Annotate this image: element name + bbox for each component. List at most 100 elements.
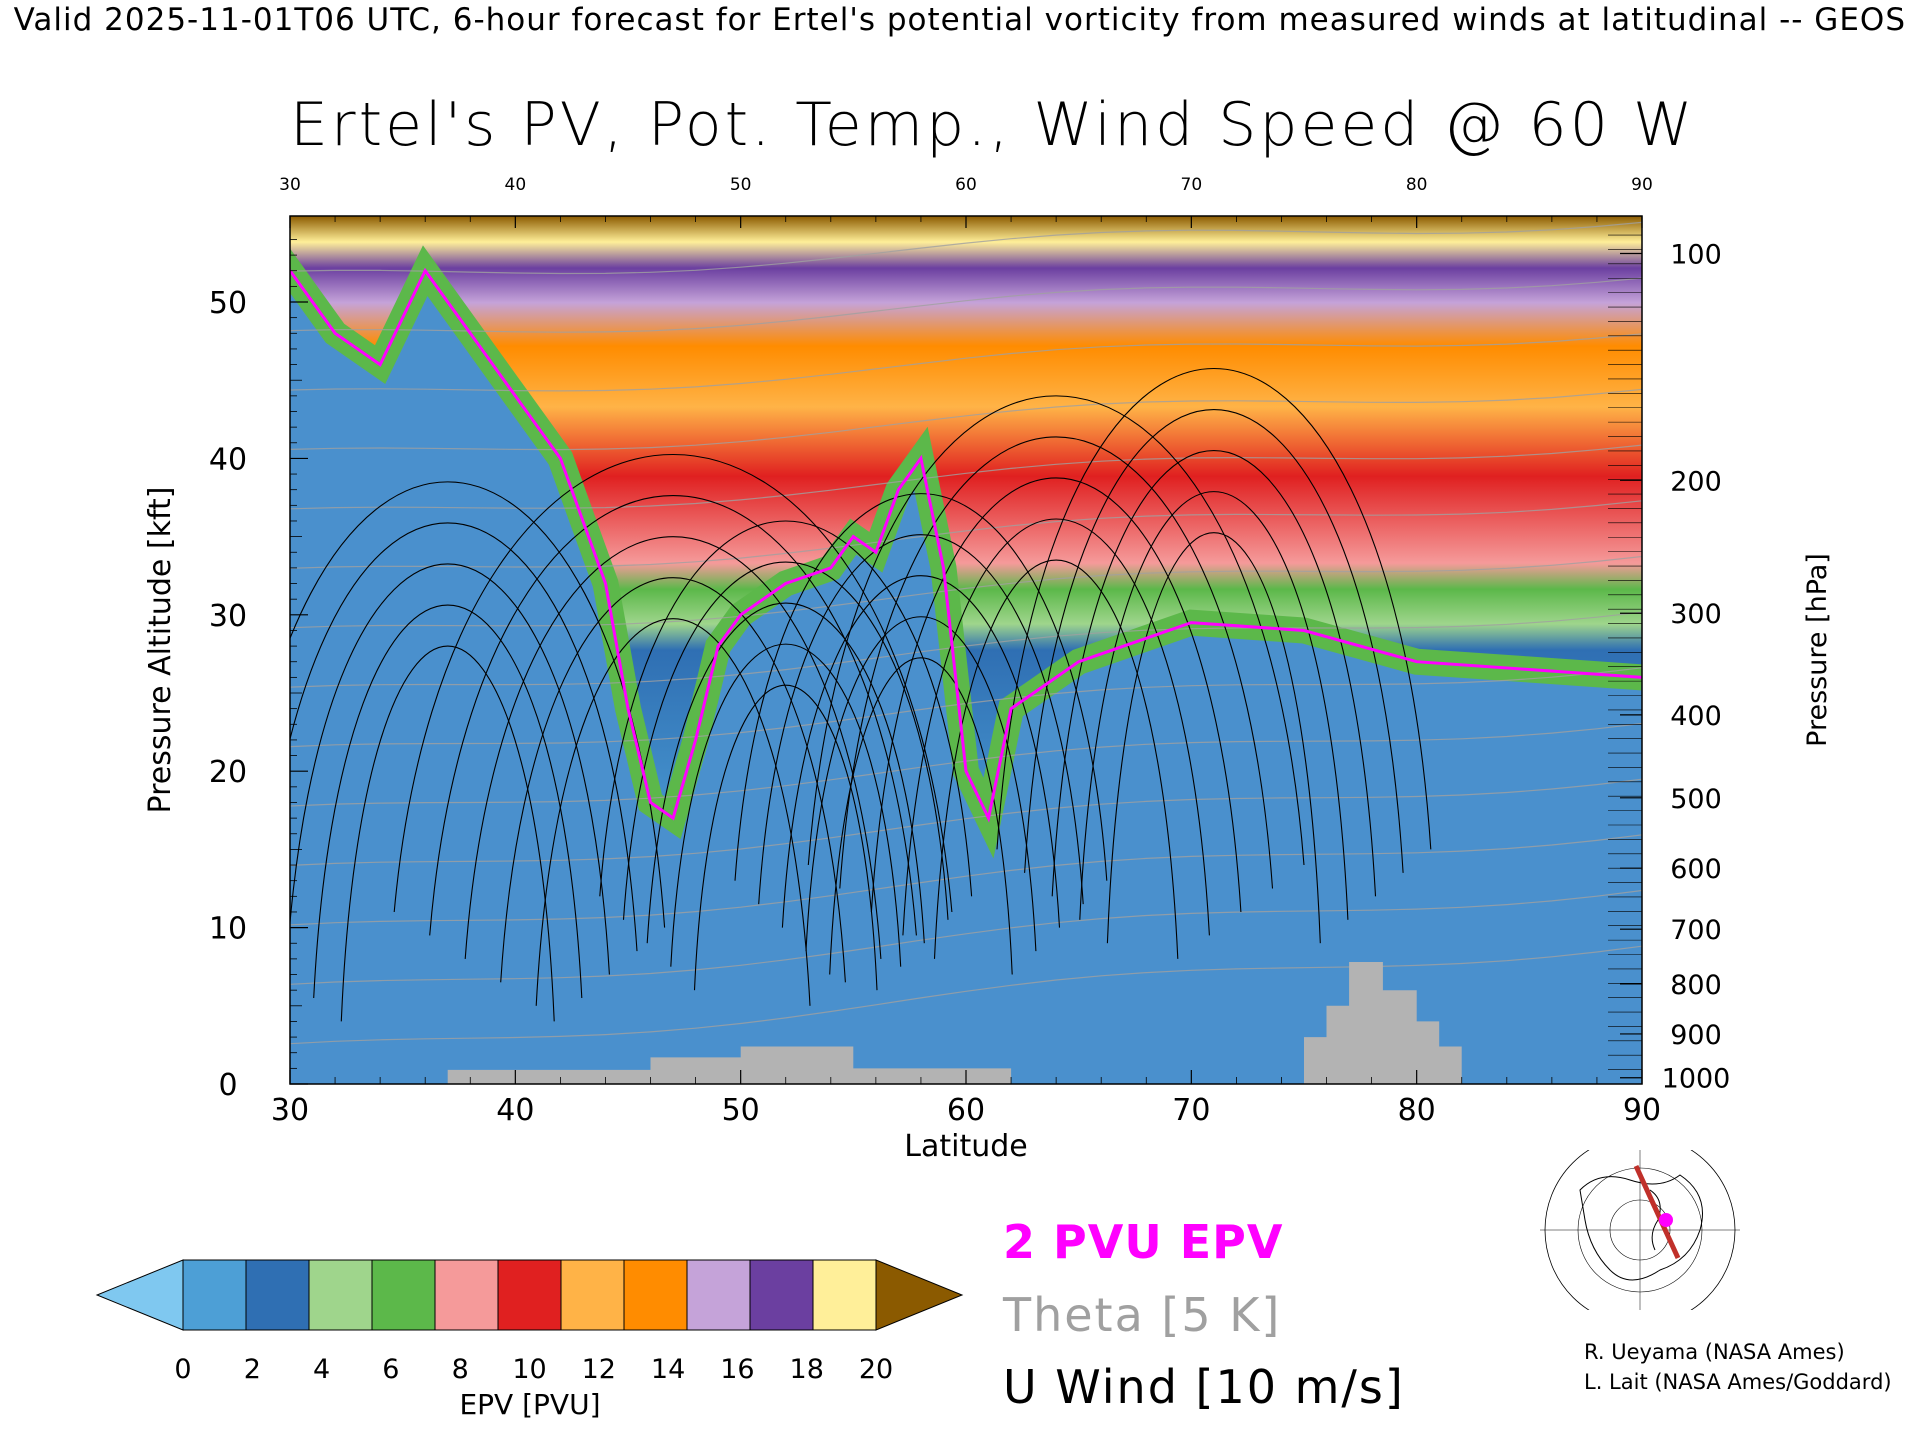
- y-tick-label-10: 10: [209, 912, 247, 947]
- colorbar-bin-3: [371, 1259, 436, 1331]
- colorbar-bin-0: [182, 1259, 247, 1331]
- top-tick-label-90: 90: [1631, 175, 1653, 195]
- top-tick-label-70: 70: [1181, 175, 1203, 195]
- pressure-axis-ticks: 100 200 300 400 500 600 700 800 900 1000: [1608, 234, 1731, 1095]
- location-map-inset: [1540, 1150, 1740, 1310]
- u-wind-contour-40: [1079, 491, 1349, 920]
- top-tick-label-40: 40: [505, 175, 527, 195]
- u-wind-contour-20: [758, 534, 1084, 905]
- legend-pv: 2 PVU EPV: [1003, 1215, 1284, 1269]
- top-tick-label-80: 80: [1406, 175, 1428, 195]
- tropopause-2pvu-line: [290, 267, 1642, 823]
- theta-contour-360: [290, 555, 1642, 629]
- x-tick-label-90: 90: [1623, 1093, 1661, 1128]
- u-wind-contour-10: [734, 493, 1108, 881]
- theta-contour-400: [290, 333, 1642, 392]
- u-wind-contour-30: [290, 563, 610, 975]
- x-tick-label-50: 50: [722, 1093, 760, 1128]
- pressure-tick-label-600: 600: [1670, 854, 1722, 885]
- credit-line-1: R. Ueyama (NASA Ames): [1584, 1340, 1845, 1364]
- colorbar-bin-6: [560, 1259, 625, 1331]
- location-marker: [1659, 1213, 1673, 1227]
- colorbar-tick-18: 18: [790, 1354, 824, 1385]
- u-wind-contour-20: [1024, 409, 1404, 873]
- y-tick-label-30: 30: [209, 599, 247, 634]
- u-wind-contour-40: [805, 616, 1037, 952]
- colorbar-tick-2: 2: [244, 1354, 261, 1385]
- colorbar-label: EPV [PVU]: [459, 1388, 600, 1421]
- colorbar-over-arrow: [875, 1259, 964, 1331]
- u-wind-contour-50: [693, 684, 878, 991]
- u-wind-contour-30: [870, 477, 1242, 913]
- pressure-tick-label-500: 500: [1670, 784, 1722, 815]
- colorbar-tick-4: 4: [313, 1354, 330, 1385]
- colorbar-bin-1: [245, 1259, 310, 1331]
- u-wind-contour-30: [781, 575, 1061, 928]
- u-wind-contours: [290, 368, 1432, 1022]
- u-wind-contour-30: [1051, 450, 1377, 897]
- terrain-mask: [290, 962, 1642, 1084]
- pressure-tick-label-400: 400: [1670, 701, 1722, 732]
- theta-contour-410: [290, 277, 1642, 333]
- u-wind-contour-20: [290, 522, 638, 952]
- header-text: Valid 2025-11-01T06 UTC, 6-hour forecast…: [13, 2, 1906, 38]
- u-wind-contour-50: [1106, 532, 1321, 944]
- colorbar-tick-10: 10: [512, 1354, 546, 1385]
- theta-contours: [290, 221, 1642, 1045]
- y-tick-label-40: 40: [209, 442, 247, 477]
- u-wind-contour-40: [500, 577, 846, 983]
- credit-line-2: L. Lait (NASA Ames/Goddard): [1584, 1370, 1892, 1394]
- theta-contour-300: [290, 889, 1642, 985]
- colorbar: 0 2 4 6 8 10 12 14 16 18 20: [95, 1259, 964, 1385]
- u-wind-contour-10: [807, 395, 1305, 866]
- theta-contour-290: [290, 945, 1642, 1045]
- y-axis-ticks: 0 10 20 30 40 50: [209, 286, 308, 1103]
- top-axis-ticks: 30 40 50 60 70 80 90: [279, 175, 1653, 228]
- pressure-tick-label-800: 800: [1670, 970, 1722, 1001]
- u-wind-contour-10: [599, 520, 973, 897]
- pressure-tick-label-200: 200: [1670, 466, 1722, 497]
- u-wind-contour-10: [393, 454, 953, 913]
- theta-contour-390: [290, 388, 1642, 451]
- u-wind-contour-40: [902, 518, 1210, 936]
- pressure-tick-label-700: 700: [1670, 915, 1722, 946]
- x-tick-label-30: 30: [271, 1093, 309, 1128]
- colorbar-tick-6: 6: [382, 1354, 399, 1385]
- y-axis-label: Pressure Altitude [kft]: [143, 487, 178, 814]
- u-wind-contour-30: [464, 536, 882, 959]
- colorbar-bin-7: [623, 1259, 688, 1331]
- colorbar-under-arrow: [95, 1259, 184, 1331]
- theta-contour-320: [290, 778, 1642, 866]
- u-wind-contour-30: [646, 602, 925, 944]
- x-axis-ticks: 30 40 50 60 70 80 90: [271, 1070, 1661, 1128]
- pressure-tick-label-1000: 1000: [1662, 1064, 1731, 1095]
- plot-area: [290, 216, 1642, 1084]
- top-tick-label-30: 30: [279, 175, 301, 195]
- theta-contour-420: [290, 221, 1642, 275]
- u-wind-contour-50: [933, 559, 1179, 959]
- theta-contour-370: [290, 500, 1642, 569]
- colorbar-bin-5: [497, 1259, 562, 1331]
- pressure-tick-label-100: 100: [1670, 240, 1722, 271]
- y-tick-label-50: 50: [209, 286, 247, 321]
- u-wind-contour-50: [340, 645, 555, 1022]
- y-tick-label-0: 0: [218, 1068, 237, 1103]
- x-tick-label-70: 70: [1172, 1093, 1210, 1128]
- u-wind-contour-50: [535, 618, 811, 1006]
- u-wind-contour-40: [670, 643, 902, 967]
- pressure-tick-label-900: 900: [1670, 1020, 1722, 1051]
- u-wind-contour-10: [996, 368, 1432, 850]
- colorbar-tick-20: 20: [859, 1354, 893, 1385]
- colorbar-bin-4: [434, 1259, 499, 1331]
- top-tick-label-50: 50: [730, 175, 752, 195]
- u-wind-contour-50: [829, 657, 1013, 975]
- top-tick-label-60: 60: [955, 175, 977, 195]
- y-tick-label-20: 20: [209, 755, 247, 790]
- y2-axis-label: Pressure [hPa]: [1802, 553, 1833, 747]
- colorbar-bin-10: [812, 1259, 877, 1331]
- x-tick-label-40: 40: [496, 1093, 534, 1128]
- colorbar-bin-2: [308, 1259, 373, 1331]
- troposphere-region: [290, 270, 1642, 1084]
- colorbar-tick-8: 8: [452, 1354, 469, 1385]
